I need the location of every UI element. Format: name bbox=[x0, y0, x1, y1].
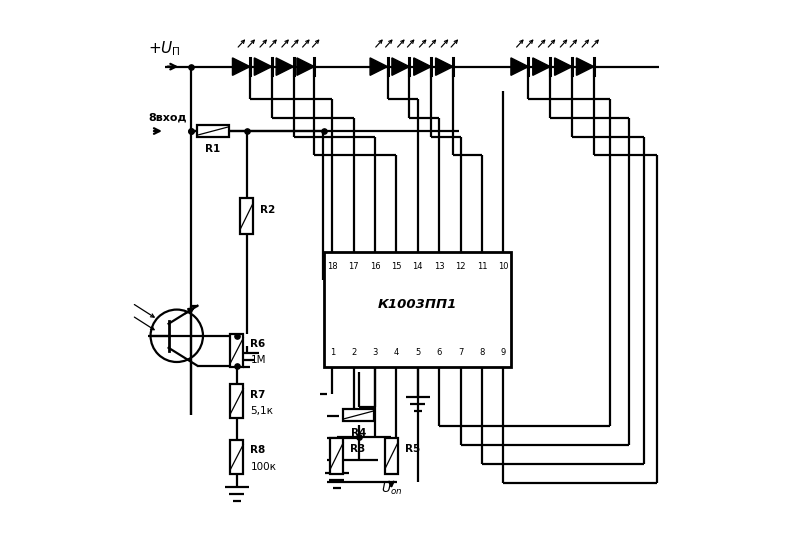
Text: 10: 10 bbox=[498, 262, 509, 271]
Polygon shape bbox=[297, 58, 314, 75]
Polygon shape bbox=[276, 58, 293, 75]
Polygon shape bbox=[414, 58, 431, 75]
Text: 13: 13 bbox=[434, 262, 445, 271]
Bar bbox=[230, 384, 243, 418]
Text: 7: 7 bbox=[458, 348, 463, 357]
Text: R7: R7 bbox=[250, 390, 266, 400]
Polygon shape bbox=[392, 58, 409, 75]
Polygon shape bbox=[370, 58, 387, 75]
Bar bbox=[230, 440, 243, 474]
Text: 15: 15 bbox=[391, 262, 402, 271]
Text: R3: R3 bbox=[351, 444, 365, 454]
Text: 16: 16 bbox=[370, 262, 381, 271]
Text: R6: R6 bbox=[250, 339, 266, 349]
Polygon shape bbox=[436, 58, 453, 75]
Text: 18: 18 bbox=[327, 262, 338, 271]
Text: R1: R1 bbox=[205, 144, 220, 154]
Text: $+U_{\Pi}$: $+U_{\Pi}$ bbox=[148, 39, 181, 58]
Polygon shape bbox=[254, 58, 272, 75]
Text: 14: 14 bbox=[412, 262, 423, 271]
Text: R2: R2 bbox=[260, 205, 275, 215]
Polygon shape bbox=[555, 58, 572, 75]
Text: 2: 2 bbox=[351, 348, 356, 357]
Bar bbox=[324, 252, 511, 367]
Text: R5: R5 bbox=[405, 444, 420, 454]
Text: 6: 6 bbox=[437, 348, 442, 357]
Polygon shape bbox=[511, 58, 528, 75]
Text: 1: 1 bbox=[330, 348, 335, 357]
Text: 3: 3 bbox=[373, 348, 377, 357]
Text: 100к: 100к bbox=[250, 462, 276, 472]
Bar bbox=[343, 409, 374, 421]
Text: 8вход: 8вход bbox=[148, 112, 187, 122]
Text: 4: 4 bbox=[394, 348, 399, 357]
Polygon shape bbox=[232, 58, 250, 75]
Polygon shape bbox=[577, 58, 594, 75]
Bar bbox=[197, 125, 228, 137]
Text: 17: 17 bbox=[348, 262, 359, 271]
Polygon shape bbox=[533, 58, 550, 75]
Text: $U_{on}$: $U_{on}$ bbox=[381, 482, 402, 497]
Text: 12: 12 bbox=[455, 262, 466, 271]
Text: 5: 5 bbox=[416, 348, 420, 357]
Text: 5,1к: 5,1к bbox=[250, 406, 274, 416]
Bar bbox=[230, 334, 243, 367]
Text: 1М: 1М bbox=[250, 355, 266, 365]
Text: 9: 9 bbox=[501, 348, 506, 357]
Bar bbox=[385, 438, 398, 473]
Bar bbox=[330, 438, 343, 473]
Text: 11: 11 bbox=[476, 262, 487, 271]
Text: К1003ПП1: К1003ПП1 bbox=[378, 298, 458, 311]
Bar bbox=[240, 199, 254, 234]
Text: 8: 8 bbox=[480, 348, 484, 357]
Text: R8: R8 bbox=[250, 446, 266, 455]
Text: R4: R4 bbox=[351, 428, 366, 438]
